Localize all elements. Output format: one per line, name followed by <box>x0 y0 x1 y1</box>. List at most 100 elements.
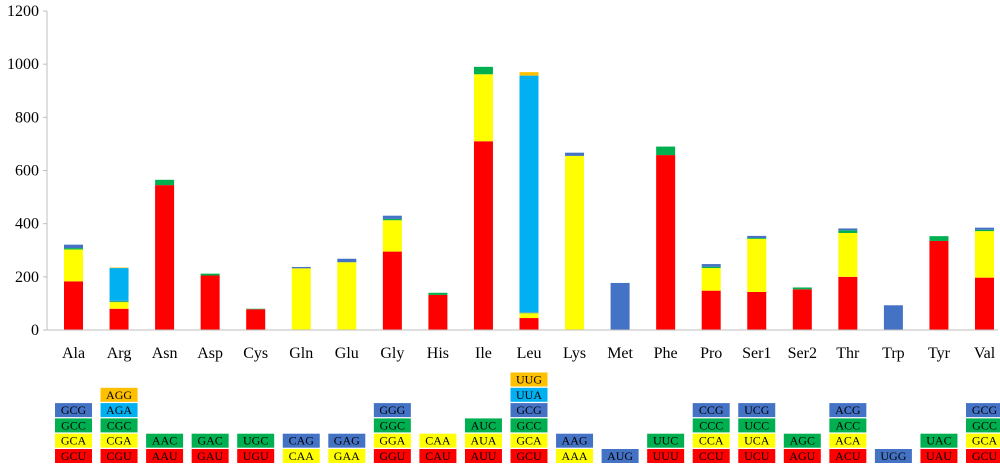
x-tick-label: Ser2 <box>788 345 817 362</box>
x-tick-label: Gln <box>289 345 313 362</box>
codon-cell <box>966 418 1000 433</box>
bar-segment <box>382 215 402 219</box>
codon-cell <box>100 418 138 433</box>
bar-segment <box>200 273 220 276</box>
codon-cell <box>510 433 548 448</box>
codon-cell <box>556 449 594 463</box>
bar-segment <box>473 74 493 142</box>
bar-cys <box>246 308 266 330</box>
codon-cell <box>191 449 229 463</box>
codon-label: CAA <box>289 449 315 463</box>
codon-cell <box>510 372 548 387</box>
bar-gly <box>382 215 402 330</box>
bar-val <box>975 227 994 330</box>
codon-label: ACA <box>835 434 861 448</box>
codon-label: GAC <box>197 434 222 448</box>
bar-segment <box>701 268 721 291</box>
codon-label: AGC <box>790 434 815 448</box>
codon-cell <box>738 449 776 463</box>
codon-label: GGC <box>380 418 405 432</box>
codon-label: ACU <box>835 449 861 463</box>
bar-segment <box>792 287 812 290</box>
x-tick-label: Ser1 <box>742 345 771 362</box>
bar-segment <box>838 230 858 233</box>
bar-segment <box>473 66 493 75</box>
codon-label: GGU <box>379 449 405 463</box>
bar-segment <box>975 227 994 230</box>
codon-label: CAU <box>425 449 451 463</box>
bar-segment <box>929 236 949 241</box>
bar-segment <box>382 251 402 330</box>
codon-label: GCG <box>972 403 998 417</box>
bar-segment <box>701 266 721 269</box>
codon-label: AUG <box>607 449 633 463</box>
codon-cell <box>419 449 457 463</box>
codon-column-trp: UGG <box>874 449 912 463</box>
codon-cell <box>55 418 92 433</box>
codon-cell <box>100 449 138 463</box>
bar-segment <box>747 238 767 292</box>
codon-label: CGU <box>106 449 132 463</box>
bar-gln <box>291 266 311 330</box>
bar-segment <box>519 318 539 330</box>
bar-segment <box>883 305 903 330</box>
codon-label: GGG <box>379 403 405 417</box>
codon-cell <box>55 403 92 418</box>
bar-segment <box>975 229 994 232</box>
codon-label: UGU <box>243 449 269 463</box>
x-tick-label: Ala <box>62 345 85 362</box>
codon-label: CGA <box>106 434 132 448</box>
codon-label: AAU <box>152 449 178 463</box>
codon-label: GCC <box>61 418 86 432</box>
codon-cell <box>738 403 776 418</box>
bar-segment <box>428 294 448 330</box>
codon-cell <box>920 433 958 448</box>
codon-label: CCA <box>699 434 724 448</box>
x-tick-label: Leu <box>517 345 542 362</box>
codon-cell <box>647 433 685 448</box>
bar-segment <box>382 218 402 221</box>
codon-label: UUG <box>516 373 542 387</box>
codon-label: GCC <box>972 418 997 432</box>
bar-segment <box>975 277 994 330</box>
codon-label: GAU <box>197 449 223 463</box>
codon-label: AUA <box>470 434 496 448</box>
codon-cell <box>373 418 411 433</box>
bar-pro <box>701 264 721 330</box>
bar-segment <box>519 72 539 76</box>
x-tick-label: Asp <box>197 345 223 362</box>
bar-segment <box>64 244 83 249</box>
codon-cell <box>692 418 730 433</box>
codon-cell <box>510 418 548 433</box>
bar-segment <box>701 264 721 267</box>
bar-segment <box>64 248 83 250</box>
y-tick-label: 200 <box>15 269 39 286</box>
codon-cell <box>829 433 867 448</box>
bar-segment <box>64 281 83 330</box>
codon-cell <box>692 403 730 418</box>
x-axis: Ala Arg Asn Asp Cys Gln Glu Gly His Ile Leu Lys Met P… <box>47 329 998 362</box>
codon-label: AAG <box>562 434 588 448</box>
bar-segment <box>109 300 129 302</box>
codon-cell <box>783 449 821 463</box>
x-tick-label: Asn <box>152 345 178 362</box>
x-tick-label: Val <box>974 345 996 362</box>
codon-cell <box>55 449 92 463</box>
codon-cell <box>100 403 138 418</box>
codon-label: UAC <box>926 434 951 448</box>
bar-segment <box>291 268 311 330</box>
bar-segment <box>519 312 539 313</box>
codon-label: CGC <box>107 418 132 432</box>
bar-segment <box>155 179 175 186</box>
codon-cell <box>966 403 1000 418</box>
x-tick-label: Arg <box>107 345 132 362</box>
codon-label: GCC <box>517 418 542 432</box>
codon-cell <box>692 433 730 448</box>
